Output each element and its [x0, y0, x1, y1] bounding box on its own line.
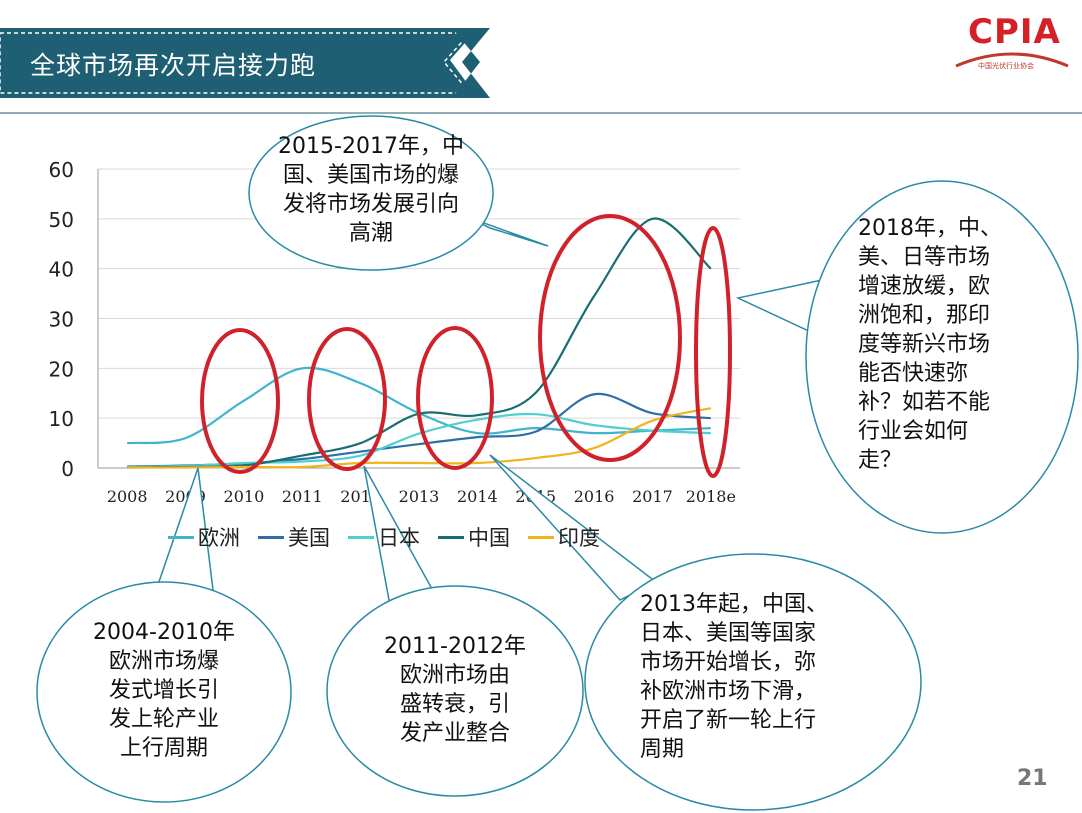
- highlight-2018e: [694, 226, 732, 478]
- y-tick-label: 30: [49, 308, 74, 332]
- callout-bottom-right-text: 2013年起，中国、 日本、美国等国家 市场开始增长，弥 补欧洲市场下滑， 开启…: [640, 592, 828, 762]
- highlight-2015-2017: [538, 214, 682, 462]
- cpia-logo: CPIA: [968, 12, 1061, 52]
- x-tick-label: 2017: [632, 487, 673, 506]
- legend-swatch: [168, 535, 194, 539]
- y-tick-label: 10: [49, 407, 74, 431]
- legend-swatch: [348, 535, 374, 539]
- callout-top: [248, 115, 549, 271]
- callout-right: [735, 180, 1079, 534]
- highlight-2013-2014: [416, 326, 494, 470]
- y-tick-label: 50: [49, 208, 74, 232]
- series-line-中国: [127, 217, 712, 469]
- legend-label: 欧洲: [198, 526, 240, 550]
- callout-bottom-mid-text: 2011-2012年 欧洲市场由 盛转衰，引 发产业整合: [384, 634, 526, 746]
- x-tick-label: 2011: [282, 487, 323, 506]
- x-tick-label: 2008: [107, 487, 148, 506]
- legend-label: 中国: [468, 526, 510, 550]
- highlight-2011-2012: [307, 327, 387, 471]
- callout-right-text: 2018年，中、 美、日等市场 增速放缓，欧 洲饱和，那印 度等新兴市场 能否快…: [858, 216, 1002, 473]
- legend-item: 美国: [258, 522, 330, 552]
- x-tick-label: 2014: [457, 487, 498, 506]
- highlight-2010: [200, 328, 280, 474]
- callout-top-text: 2015-2017年，中 国、美国市场的爆 发将市场发展引向 高潮: [278, 134, 464, 246]
- x-tick-label: 2016: [574, 487, 615, 506]
- page-title: 全球市场再次开启接力跑: [30, 51, 317, 80]
- x-tick-label: 2018e: [686, 487, 736, 506]
- legend-item: 中国: [438, 522, 510, 552]
- highlight-ellipses: [200, 214, 732, 478]
- legend-label: 印度: [558, 526, 600, 550]
- page-number: 21: [1017, 766, 1048, 791]
- callout-bottom-left-text: 2004-2010年 欧洲市场爆 发式增长引 发上轮产业 上行周期: [93, 620, 235, 761]
- y-tick-label: 40: [49, 258, 74, 282]
- series-line-日本: [127, 412, 711, 469]
- logo-subtitle: 中国光伏行业协会: [978, 62, 1034, 70]
- x-tick-label: 2013: [399, 487, 440, 506]
- y-tick-label: 60: [49, 158, 74, 182]
- series-line-欧洲: [127, 366, 711, 445]
- callout-bottom-mid: [326, 465, 584, 797]
- legend-swatch: [258, 535, 284, 539]
- legend-item: 日本: [348, 522, 420, 552]
- logo-swoosh: [955, 52, 1069, 68]
- legend-item: 欧洲: [168, 522, 240, 552]
- callout-bottom-right: [489, 454, 922, 811]
- legend-label: 美国: [288, 526, 330, 550]
- chart-legend: 欧洲 美国 日本 中国 印度: [168, 522, 600, 552]
- y-tick-label: 20: [49, 357, 74, 381]
- legend-swatch: [438, 535, 464, 539]
- y-tick-label: 0: [61, 457, 74, 481]
- legend-swatch: [528, 535, 554, 539]
- legend-item: 印度: [528, 522, 600, 552]
- x-tick-label: 2010: [224, 487, 265, 506]
- legend-label: 日本: [378, 526, 420, 550]
